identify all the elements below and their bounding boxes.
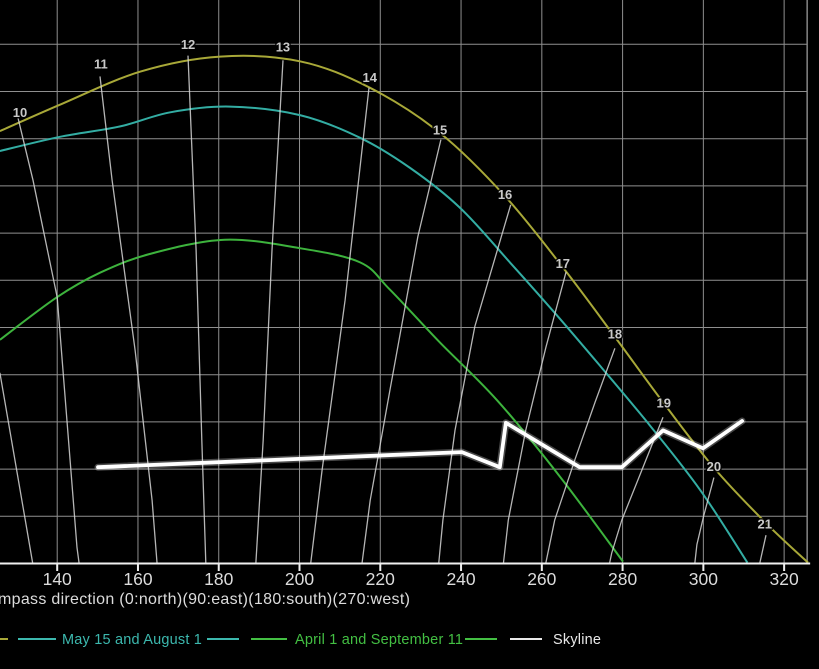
hour-line-15: [361, 139, 442, 563]
hour-labels: 10 11 12 13 14 15 16 17 18 19 20 21: [11, 35, 773, 533]
hour-label-13: 13: [276, 40, 290, 55]
x-axis-tick-label: 260: [527, 569, 556, 589]
hour-label-19: 19: [657, 396, 671, 411]
hour-label-20: 20: [707, 459, 721, 474]
legend-label: April 1 and September 11: [295, 632, 463, 648]
hour-label-16: 16: [498, 187, 512, 202]
hour-line-14: [310, 87, 370, 563]
hour-line-unlabeled: [0, 372, 34, 563]
skyline-line: [96, 419, 744, 470]
legend-label: Skyline: [553, 632, 601, 648]
hour-label-11: 11: [94, 57, 108, 72]
legend-item-skyline[interactable]: Skyline: [510, 632, 601, 648]
sun-path-curve-teal-curve: [0, 105, 749, 564]
hour-label-10: 10: [13, 105, 27, 120]
hour-line-12: [187, 55, 207, 563]
hour-line-20: [694, 477, 715, 563]
grid: [0, 0, 808, 564]
hour-label-14: 14: [363, 70, 378, 85]
hour-label-15: 15: [433, 123, 447, 138]
hour-line-19: [609, 416, 664, 563]
hour-line-18: [545, 348, 616, 563]
sun-path-curve-yellow-curve: [0, 54, 809, 564]
x-axis-tick-label: 240: [446, 569, 475, 589]
sun-path-curve-green-curve: [0, 238, 624, 563]
x-axis-tick-label: 180: [204, 569, 233, 589]
x-axis-title-clipped: mpass direction (0:north)(90:east)(180:s…: [0, 591, 410, 608]
x-axis-tick-label: 300: [689, 569, 718, 589]
hour-line-21: [759, 535, 767, 563]
legend-item-april-1-and-september-11[interactable]: April 1 and September 11: [251, 632, 497, 648]
x-axis-tick-label: 320: [770, 569, 799, 589]
hour-line-17: [502, 271, 567, 563]
x-axis-tick-label: 200: [285, 569, 314, 589]
sun-path-curves: [0, 54, 809, 564]
hour-label-21: 21: [758, 516, 772, 531]
hour-line-11: [99, 76, 158, 563]
hour-line-13: [255, 60, 284, 563]
hour-label-12: 12: [181, 37, 195, 52]
legend: May 15 and August 1 April 1 and September…: [0, 632, 601, 648]
legend-label: May 15 and August 1: [62, 632, 202, 648]
skyline-series: [94, 417, 746, 471]
x-axis-tick-label: 220: [366, 569, 395, 589]
hour-label-18: 18: [608, 327, 622, 342]
x-axis-tick-label: 160: [123, 569, 152, 589]
hour-line-10: [17, 117, 80, 563]
x-axis-tick-label: 140: [43, 569, 72, 589]
x-axis: 140 160 180 200 220 240 260 280 300 320 mpass dire…: [0, 562, 811, 608]
hour-label-17: 17: [556, 256, 570, 271]
legend-item-may-15-and-august-1[interactable]: May 15 and August 1: [18, 632, 239, 648]
x-axis-tick-label: 280: [608, 569, 637, 589]
hour-lines: [0, 55, 767, 563]
hour-line-16: [438, 204, 512, 563]
